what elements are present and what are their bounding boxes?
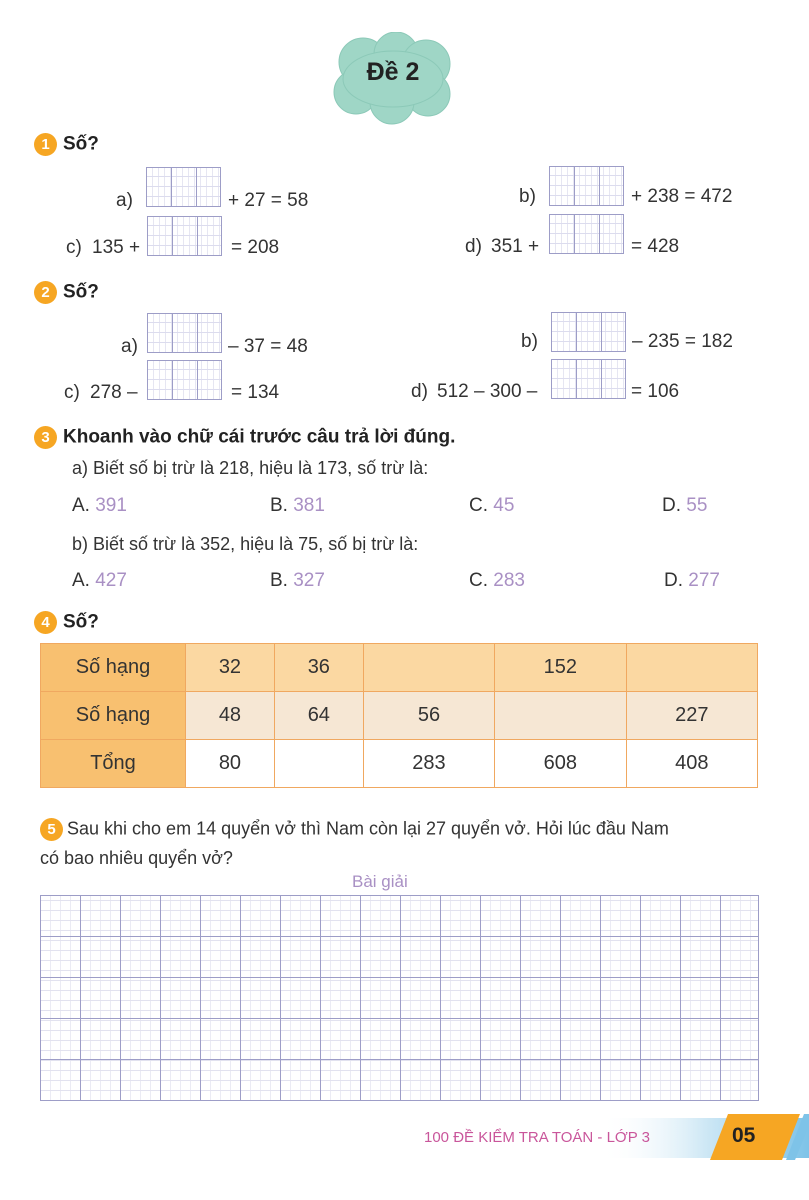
q5-text-line1: Sau khi cho em 14 quyển vở thì Nam còn l… <box>67 818 669 839</box>
table-cell: 48 <box>185 691 275 740</box>
q2d-before: 512 – 300 – <box>437 381 538 402</box>
q2c-after: = 134 <box>231 382 280 403</box>
q1b-answer-box[interactable] <box>549 166 624 206</box>
q1-heading-text: Số? <box>63 133 99 155</box>
q1a-expression: + 27 = 58 <box>228 190 309 211</box>
q2-number-badge: 2 <box>34 281 57 304</box>
table-cell-blank[interactable] <box>362 643 496 692</box>
footer-series-title: 100 ĐỀ KIỂM TRA TOÁN - LỚP 3 <box>424 1129 651 1146</box>
page-title: Đề 2 <box>366 58 420 86</box>
q2d-answer-box[interactable] <box>551 359 626 399</box>
row-header: Tổng <box>40 739 186 788</box>
q2b-answer-box[interactable] <box>551 312 626 352</box>
table-row: Tổng 80 283 608 408 <box>40 739 759 788</box>
q2d-label: d) <box>411 381 428 402</box>
footer-ribbon <box>600 1114 809 1160</box>
q1d-before: 351 + <box>491 236 540 257</box>
q3-heading: 3 Khoanh vào chữ cái trước câu trả lời đú… <box>34 426 455 452</box>
q1b-expression: + 238 = 472 <box>631 186 733 207</box>
q2d-after: = 106 <box>631 381 680 402</box>
table-cell-blank[interactable] <box>625 643 759 692</box>
q3a-question: a) Biết số bị trừ là 218, hiệu là 173, s… <box>72 458 429 478</box>
q1a-label: a) <box>116 190 133 211</box>
q3b-option-d[interactable]: D. 277 <box>664 570 720 591</box>
table-row: Số hạng 48 64 56 227 <box>40 691 759 740</box>
q2b-label: b) <box>521 331 538 352</box>
q2-heading: 2 Số? <box>34 281 99 307</box>
q4-heading: 4 Số? <box>34 611 99 637</box>
table-cell: 283 <box>362 739 496 788</box>
q4-heading-text: Số? <box>63 611 99 633</box>
table-row: Số hạng 32 36 152 <box>40 643 759 692</box>
table-cell: 608 <box>494 739 627 788</box>
q1c-label: c) <box>66 237 82 258</box>
q2-heading-text: Số? <box>63 281 99 303</box>
q2b-expression: – 235 = 182 <box>632 331 733 352</box>
sum-table: Số hạng 32 36 152 Số hạng 48 64 56 227 T… <box>40 643 759 788</box>
table-cell: 56 <box>362 691 496 740</box>
q3-heading-text: Khoanh vào chữ cái trước câu trả lời đún… <box>63 426 456 448</box>
q2a-expression: – 37 = 48 <box>228 336 308 357</box>
row-header: Số hạng <box>40 691 186 740</box>
answer-grid[interactable] <box>40 895 759 1101</box>
q1b-label: b) <box>519 186 536 207</box>
q2c-label: c) <box>64 382 80 403</box>
q1d-after: = 428 <box>631 236 680 257</box>
q3-number-badge: 3 <box>34 426 57 449</box>
q1a-answer-box[interactable] <box>146 167 221 207</box>
q3b-option-c[interactable]: C. 283 <box>469 570 525 591</box>
row-header: Số hạng <box>40 643 186 692</box>
q2c-before: 278 – <box>90 382 138 403</box>
q3a-option-d[interactable]: D. 55 <box>662 495 708 516</box>
table-cell: 64 <box>273 691 364 740</box>
q1c-before: 135 + <box>92 237 141 258</box>
page-number: 05 <box>732 1124 756 1147</box>
q2a-answer-box[interactable] <box>147 313 222 353</box>
q1-number-badge: 1 <box>34 133 57 156</box>
q3a-option-b[interactable]: B. 381 <box>270 495 325 516</box>
q1-heading: 1 Số? <box>34 133 99 159</box>
q1c-after: = 208 <box>231 237 280 258</box>
q2a-label: a) <box>121 336 138 357</box>
q1c-answer-box[interactable] <box>147 216 222 256</box>
q5-text-line2: có bao nhiêu quyển vở? <box>40 848 233 868</box>
q1d-label: d) <box>465 236 482 257</box>
table-cell: 80 <box>185 739 275 788</box>
table-cell: 152 <box>494 643 627 692</box>
table-cell: 227 <box>625 691 759 740</box>
table-cell: 408 <box>625 739 759 788</box>
q3a-option-a[interactable]: A. 391 <box>72 495 127 516</box>
q4-number-badge: 4 <box>34 611 57 634</box>
title-cloud <box>333 32 451 125</box>
q1d-answer-box[interactable] <box>549 214 624 254</box>
q3b-option-a[interactable]: A. 427 <box>72 570 127 591</box>
q3a-option-c[interactable]: C. 45 <box>469 495 515 516</box>
q5-line1: 5 Sau khi cho em 14 quyển vở thì Nam còn … <box>40 818 669 841</box>
table-cell-blank[interactable] <box>273 739 364 788</box>
table-cell-blank[interactable] <box>494 691 627 740</box>
q5-number-badge: 5 <box>40 818 63 841</box>
solution-label: Bài giải <box>352 872 408 891</box>
table-cell: 36 <box>273 643 364 692</box>
q3b-question: b) Biết số trừ là 352, hiệu là 75, số bị… <box>72 534 419 554</box>
q2c-answer-box[interactable] <box>147 360 222 400</box>
q3b-option-b[interactable]: B. 327 <box>270 570 325 591</box>
table-cell: 32 <box>185 643 275 692</box>
